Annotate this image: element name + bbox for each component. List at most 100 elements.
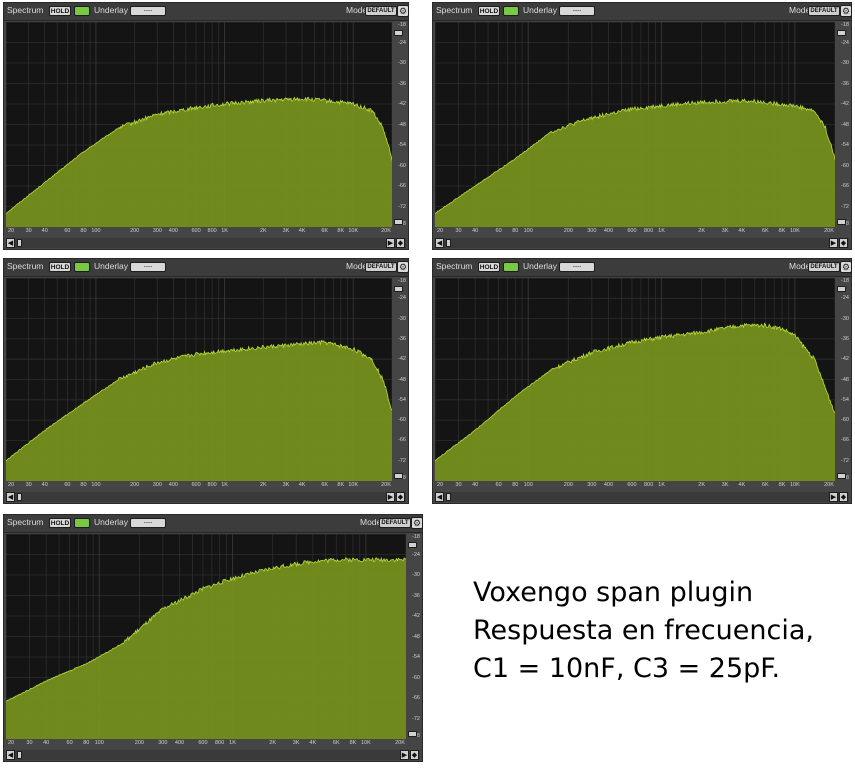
y-tick-label: -60: [398, 417, 406, 424]
y-scroll-bottom-handle[interactable]: [408, 731, 417, 737]
y-scroll-bottom-handle[interactable]: [394, 219, 403, 225]
x-tick-label: 20K: [824, 482, 834, 488]
scroll-both-button[interactable]: ◆: [410, 750, 419, 760]
horizontal-scrollbar[interactable]: ◀ ▶ ◆: [6, 238, 406, 248]
x-tick-label: 100: [523, 482, 533, 488]
y-scroll-top-handle[interactable]: [837, 30, 846, 36]
spectrum-area: [6, 340, 392, 481]
y-scroll-top-handle[interactable]: [408, 542, 417, 548]
hold-led-icon[interactable]: [74, 262, 90, 272]
gear-icon[interactable]: ⚙: [397, 5, 409, 17]
gear-icon[interactable]: ⚙: [840, 261, 852, 273]
scroll-left-button[interactable]: ◀: [6, 492, 15, 502]
scroll-thumb[interactable]: [17, 239, 22, 247]
hold-button[interactable]: HOLD: [478, 6, 500, 16]
underlay-select[interactable]: ----: [559, 6, 595, 16]
y-tick-label: -72: [841, 457, 849, 464]
x-tick-label: 4K: [309, 740, 317, 746]
horizontal-scrollbar[interactable]: ◀ ▶ ◆: [435, 238, 849, 248]
x-tick-label: 6K: [321, 482, 329, 488]
spectrum-plot: [435, 278, 835, 481]
y-tick-label: -48: [841, 376, 849, 383]
horizontal-scrollbar[interactable]: ◀ ▶ ◆: [6, 492, 406, 502]
y-scroll-top-handle[interactable]: [394, 30, 403, 36]
y-tick-label: -18: [398, 278, 406, 284]
x-tick-label: 20: [436, 482, 444, 488]
scroll-right-button[interactable]: ▶: [386, 492, 395, 502]
scroll-left-button[interactable]: ◀: [6, 750, 15, 760]
hold-led-icon[interactable]: [74, 518, 90, 528]
gear-icon[interactable]: ⚙: [840, 5, 852, 17]
horizontal-scrollbar[interactable]: ◀ ▶ ◆: [435, 492, 849, 502]
y-tick-label: -36: [398, 80, 406, 87]
hold-led-icon[interactable]: [503, 262, 519, 272]
x-tick-label: 80: [80, 228, 87, 234]
x-tick-label: 60: [64, 482, 71, 488]
x-tick-label: 6K: [761, 228, 769, 234]
x-tick-label: 1K: [221, 228, 228, 234]
y-scroll-top-handle[interactable]: [837, 286, 846, 292]
x-tick-label: 60: [66, 740, 73, 746]
x-tick-label: 20K: [395, 740, 405, 746]
x-tick-label: 600: [198, 740, 208, 746]
y-tick-label: -18: [841, 22, 849, 28]
hold-button[interactable]: HOLD: [49, 518, 71, 528]
hold-button[interactable]: HOLD: [49, 6, 71, 16]
x-tick-label: 40: [41, 482, 48, 488]
x-tick-label: 8K: [778, 482, 786, 488]
x-tick-label: 400: [603, 228, 614, 234]
gear-icon[interactable]: ⚙: [397, 261, 409, 273]
scroll-right-button[interactable]: ▶: [829, 238, 838, 248]
scroll-right-button[interactable]: ▶: [386, 238, 395, 248]
underlay-select[interactable]: ----: [130, 518, 166, 528]
x-tick-label: 20K: [381, 482, 391, 488]
scroll-thumb[interactable]: [446, 239, 451, 247]
horizontal-scrollbar[interactable]: ◀ ▶ ◆: [6, 750, 420, 760]
underlay-label: Underlay: [94, 5, 129, 15]
mode-select[interactable]: DEFAULT: [808, 6, 840, 16]
scroll-left-button[interactable]: ◀: [6, 238, 15, 248]
x-tick-label: 8K: [337, 228, 345, 234]
scroll-both-button[interactable]: ◆: [839, 492, 848, 502]
spectrum-area: [6, 557, 406, 739]
y-tick-label: -60: [412, 674, 420, 681]
x-tick-label: 800: [644, 482, 654, 488]
mode-select[interactable]: DEFAULT: [808, 262, 840, 272]
y-scroll-bottom-handle[interactable]: [394, 473, 403, 479]
scroll-thumb[interactable]: [446, 493, 451, 501]
scroll-left-button[interactable]: ◀: [435, 492, 444, 502]
mode-select[interactable]: DEFAULT: [379, 518, 411, 528]
toolbar: Spectrum HOLD Underlay ---- Mode DEFAULT ⚙: [433, 3, 852, 21]
hold-button[interactable]: HOLD: [478, 262, 500, 272]
underlay-select[interactable]: ----: [559, 262, 595, 272]
scroll-right-button[interactable]: ▶: [400, 750, 409, 760]
x-tick-label: 600: [627, 228, 637, 234]
scroll-both-button[interactable]: ◆: [839, 238, 848, 248]
y-scroll-bottom-handle[interactable]: [837, 219, 846, 225]
hold-led-icon[interactable]: [503, 6, 519, 16]
underlay-select[interactable]: ----: [130, 262, 166, 272]
y-scroll-bottom-handle[interactable]: [837, 473, 846, 479]
scroll-thumb[interactable]: [17, 493, 22, 501]
caption-line-2: Respuesta en frecuencia,: [473, 615, 814, 646]
gear-icon[interactable]: ⚙: [411, 517, 423, 529]
y-tick-label: -72: [398, 203, 406, 210]
hold-led-icon[interactable]: [74, 6, 90, 16]
caption-line-1: Voxengo span plugin: [473, 577, 754, 608]
mode-select[interactable]: DEFAULT: [365, 262, 397, 272]
panel-title: Spectrum: [7, 517, 44, 527]
x-tick-label: 80: [80, 482, 87, 488]
y-tick-label: -36: [841, 80, 849, 87]
scroll-both-button[interactable]: ◆: [396, 238, 405, 248]
x-tick-label: 400: [603, 482, 614, 488]
scroll-right-button[interactable]: ▶: [829, 492, 838, 502]
underlay-select[interactable]: ----: [130, 6, 166, 16]
x-tick-label: 600: [191, 482, 201, 488]
scroll-thumb[interactable]: [17, 751, 22, 759]
y-scroll-top-handle[interactable]: [394, 286, 403, 292]
mode-select[interactable]: DEFAULT: [365, 6, 397, 16]
x-tick-label: 2K: [698, 228, 706, 234]
scroll-both-button[interactable]: ◆: [396, 492, 405, 502]
hold-button[interactable]: HOLD: [49, 262, 71, 272]
scroll-left-button[interactable]: ◀: [435, 238, 444, 248]
